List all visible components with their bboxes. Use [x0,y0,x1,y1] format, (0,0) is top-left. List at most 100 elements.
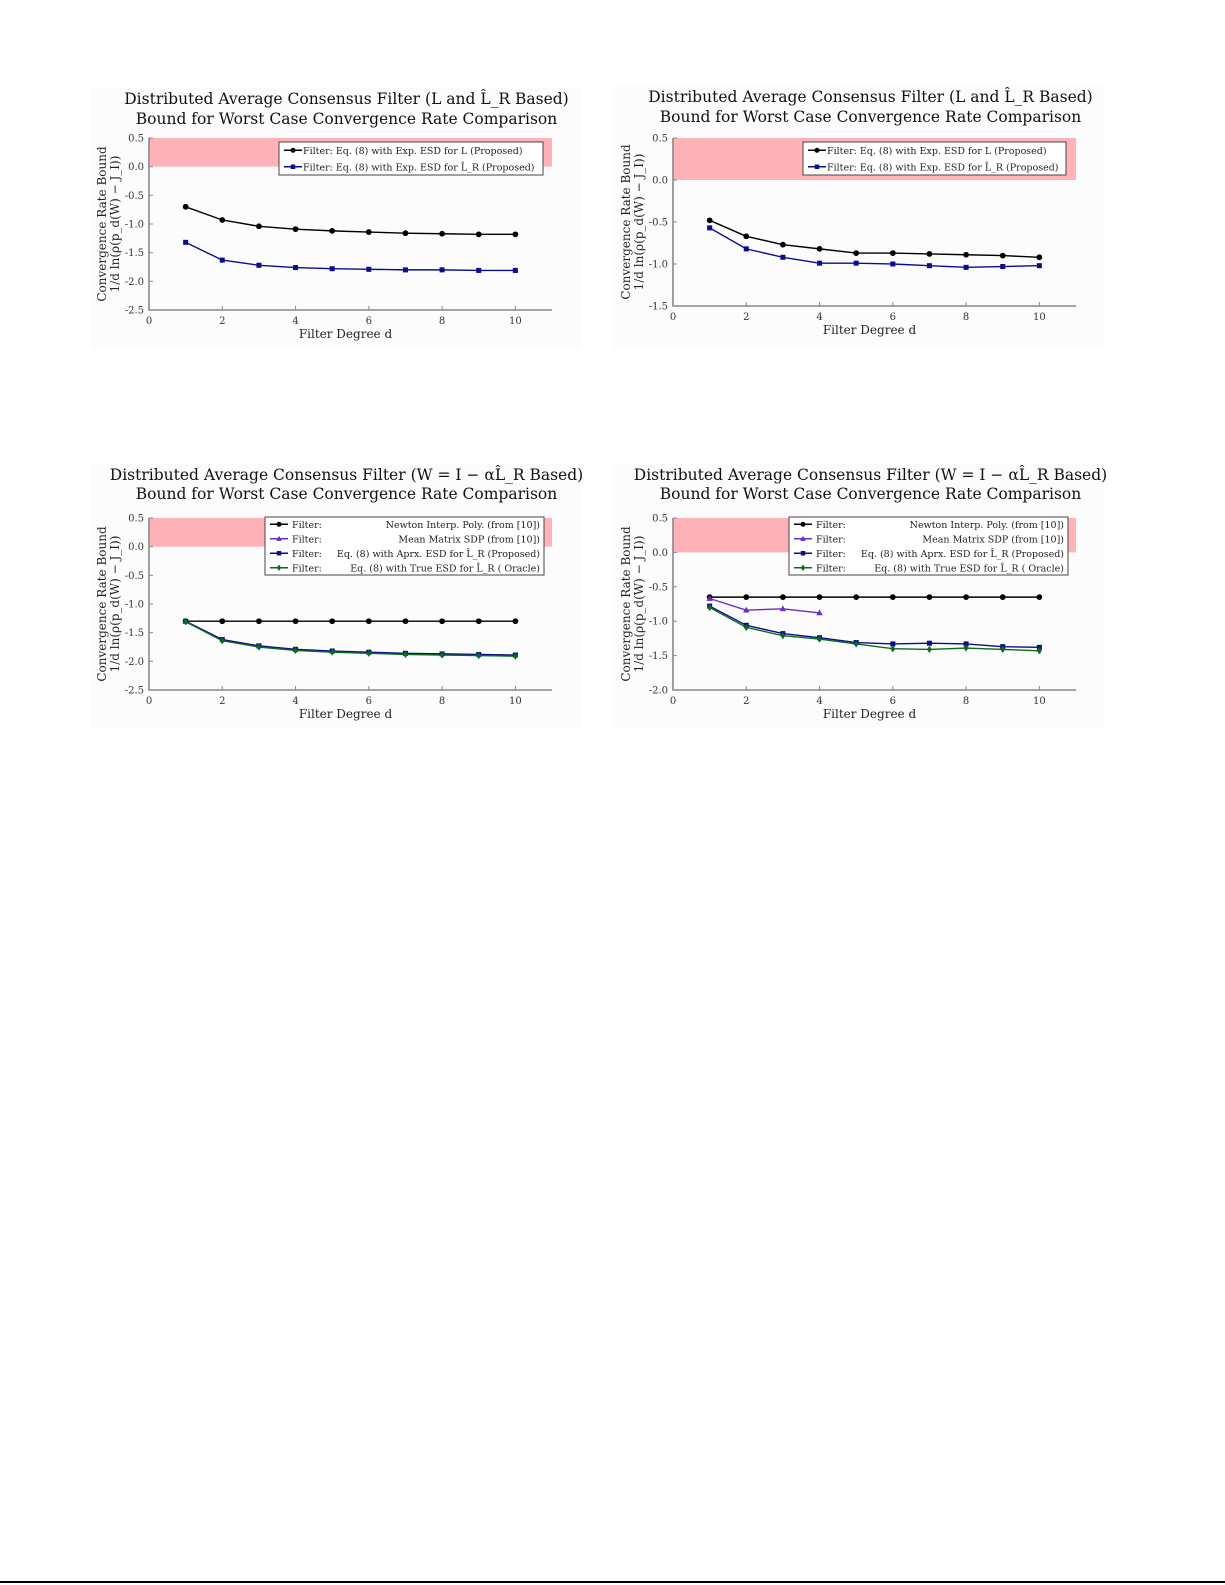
series-square [707,225,1042,270]
triangle-marker-icon [743,606,750,613]
square-marker-icon [366,266,372,272]
circle-marker-icon [706,217,713,224]
square-marker-icon [293,265,299,271]
circle-marker-icon [743,594,750,600]
y-axis-label-line-2: 1/d ln(ρ(p_d(W) − J_I)) [632,536,646,673]
circle-marker-icon [743,233,750,240]
circle-marker-icon [329,228,336,234]
circle-marker-icon [1036,254,1043,261]
y-tick-label: 0.0 [128,542,144,553]
circle-marker-icon [853,250,860,256]
circle-marker-icon [292,226,299,233]
x-tick-label: 0 [670,312,676,323]
diamond-marker-icon [707,603,713,612]
circle-marker-icon [365,618,372,625]
square-marker-icon [329,266,335,272]
legend-label-prefix: Filter: [816,520,846,531]
circle-marker-icon [219,618,226,625]
circle-marker-icon [780,241,786,248]
x-tick-label: 4 [292,696,298,707]
chart-title-line-1: Distributed Average Consensus Filter (L … [124,90,568,108]
diamond-marker-icon [402,650,408,659]
circle-marker-icon [475,618,482,625]
y-axis-label-line-1: Convergence Rate Bound [619,526,633,682]
x-axis-label: Filter Degree d [823,323,917,337]
y-tick-label: -0.5 [125,571,144,582]
x-tick-label: 6 [890,312,896,323]
square-marker-icon [439,267,445,273]
circle-marker-icon [889,594,896,600]
triangle-marker-icon [276,535,282,541]
y-tick-label: -1.0 [649,617,668,628]
circle-marker-icon [814,147,820,153]
chart-title-line-1: Distributed Average Consensus Filter (W … [110,466,583,484]
y-axis-label-line-1: Convergence Rate Bound [95,526,109,682]
circle-marker-icon [276,521,282,527]
y-tick-label: -2.0 [125,277,144,288]
square-marker-icon [817,260,823,266]
y-axis-label-line-2: 1/d ln(ρ(p_d(W) − J_I)) [632,154,646,291]
page-bottom-rule [0,1581,1225,1583]
y-tick-label: -2.0 [125,657,144,668]
square-marker-icon [256,262,262,268]
diamond-marker-icon [817,635,823,643]
legend-label-prefix: Filter: [816,534,846,545]
y-tick-label: 0.5 [652,134,668,145]
chart-panel-2: 0.5 0.0 -0.5 -1.0 -1.5 0 2 4 6 8 10 Distributed Ave… [612,86,1104,348]
x-tick-label: 8 [439,316,445,327]
x-tick-label: 10 [1033,312,1046,323]
square-marker-icon [1036,263,1042,269]
circle-marker-icon [816,246,823,252]
diamond-marker-icon [780,632,786,640]
circle-marker-icon [999,252,1006,259]
circle-marker-icon [889,250,896,256]
square-marker-icon [743,246,749,252]
legend-label-prefix: Filter: [292,534,322,545]
chart-title-line-2: Bound for Worst Case Convergence Rate Co… [660,485,1081,503]
diamond-marker-icon [743,623,749,631]
chart-title-line-2: Bound for Worst Case Convergence Rate Co… [136,485,557,503]
x-tick-label: 6 [366,696,372,707]
circle-marker-icon [1036,594,1043,600]
series-circle [706,594,1043,600]
y-tick-label: -2.0 [649,686,668,697]
diamond-marker-icon [183,618,189,626]
diamond-marker-icon [256,643,262,651]
square-marker-icon [1000,264,1006,270]
series-diamond [707,603,1042,655]
diamond-marker-icon [293,646,299,655]
legend-label: Filter: Eq. (8) with Exp. ESD for L (Pro… [827,146,1047,157]
legend-label: Mean Matrix SDP (from [10]) [922,534,1064,545]
circle-marker-icon [512,618,519,625]
legend-label-prefix: Filter: [292,563,322,574]
series-diamond [183,618,518,660]
diamond-marker-icon [439,651,445,659]
series-triangle [706,595,823,616]
legend-label-prefix: Filter: [816,549,846,560]
triangle-marker-icon [706,595,713,601]
x-axis-label: Filter Degree d [299,327,393,341]
x-axis-label: Filter Degree d [299,707,393,721]
chart-panel-4: 0.5 0.0 -0.5 -1.0 -1.5 -2.0 0 2 4 6 8 10 Distributed… [612,463,1107,727]
diamond-marker-icon [800,564,806,571]
y-axis-label-line-1: Convergence Rate Bound [619,144,633,300]
diamond-marker-icon [1036,647,1042,655]
x-tick-label: 4 [816,696,822,707]
square-marker-icon [890,641,896,647]
x-tick-label: 0 [670,696,676,707]
circle-marker-icon [926,251,933,257]
square-marker-icon [476,267,482,273]
y-tick-label: -2.5 [125,686,144,697]
legend-label: Eq. (8) with True ESD for L̂_R ( Oracle) [874,563,1064,575]
circle-marker-icon [780,594,786,600]
circle-marker-icon [512,231,519,238]
x-tick-label: 10 [509,696,522,707]
legend-label: Filter: Eq. (8) with Exp. ESD for L̂_R (… [827,162,1059,174]
diamond-marker-icon [963,644,969,652]
square-marker-icon [276,551,282,556]
y-tick-label: -1.5 [125,628,144,639]
chart-title-line-2: Bound for Worst Case Convergence Rate Co… [136,110,557,128]
chart-legend: Filter: Eq. (8) with Exp. ESD for L (Pro… [278,141,544,176]
diamond-marker-icon [329,648,335,656]
circle-marker-icon [999,594,1006,600]
